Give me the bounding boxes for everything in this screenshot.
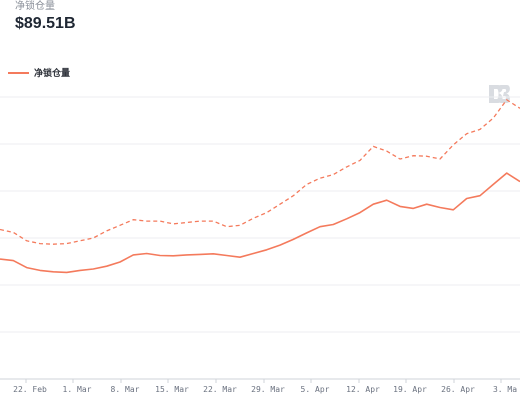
series-line-dashed [0, 99, 520, 245]
chart-series [0, 99, 520, 274]
x-tick-label: 22. Mar [203, 385, 237, 394]
chart-legend[interactable]: 净锁仓量 [8, 66, 70, 79]
x-tick-label: 1. Mar [63, 385, 92, 394]
tvl-metric: 净锁仓量 $89.51B [15, 0, 76, 33]
series-line [0, 172, 520, 274]
x-tick-label: 12. Apr [346, 385, 380, 394]
chart-grid [0, 96, 520, 380]
x-tick-label: 29. Mar [251, 385, 285, 394]
x-tick-label: 5. Apr [301, 385, 330, 394]
x-tick-label: 3. Ma [493, 385, 517, 394]
metric-label: 净锁仓量 [15, 1, 55, 12]
x-tick-label: 26. Apr [441, 385, 475, 394]
x-tick-label: 19. Apr [393, 385, 427, 394]
x-tick-label: 15. Mar [155, 385, 189, 394]
legend-swatch [8, 71, 29, 74]
x-axis: 22. Feb 1. Mar 8. Mar 15. Mar 22. Mar 29. Mar… [13, 379, 517, 394]
metric-value: $89.51B [15, 15, 76, 32]
x-tick-label: 22. Feb [13, 385, 47, 394]
x-tick-label: 8. Mar [111, 385, 140, 394]
legend-label: 净锁仓量 [34, 68, 71, 78]
defillama-logo-icon [489, 85, 510, 103]
